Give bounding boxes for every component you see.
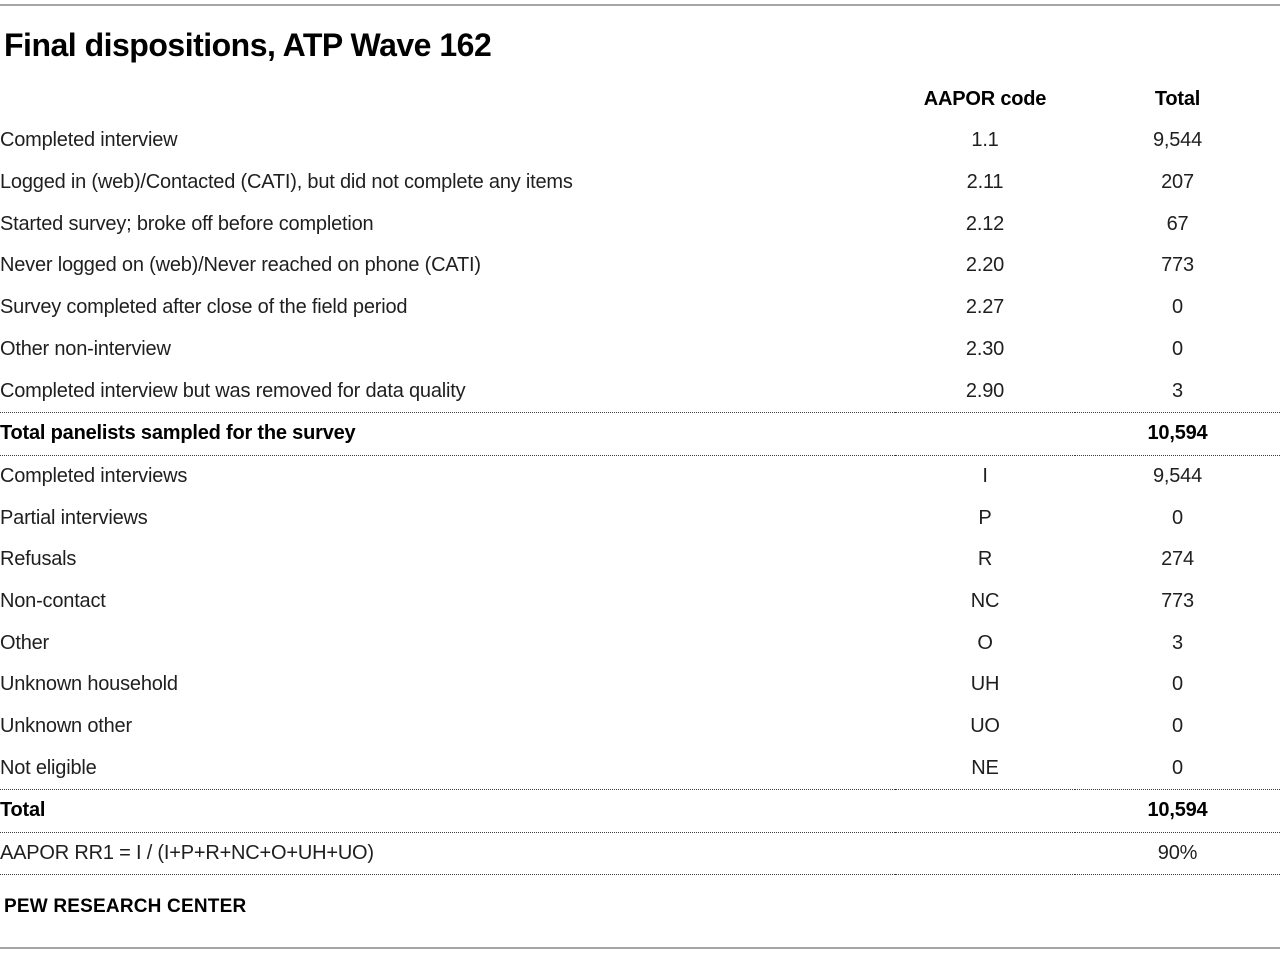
table-row: Other non-interview 2.30 0 <box>0 329 1280 371</box>
total-cell: 9,544 <box>1152 129 1203 152</box>
aapor-code-cell: 1.1 <box>971 129 999 152</box>
aapor-code-cell <box>895 411 1075 456</box>
row-label: Refusals <box>0 548 77 571</box>
total-cell: 10,594 <box>1075 411 1280 456</box>
row-label: Survey completed after close of the fiel… <box>0 296 408 319</box>
aapor-code-cell <box>895 832 1075 876</box>
total-cell: 0 <box>1172 337 1183 360</box>
header-spacer <box>0 78 895 120</box>
row-label: Unknown other <box>0 715 132 738</box>
aapor-code-cell: 2.20 <box>965 254 1005 277</box>
table-row: Not eligible NE 0 <box>0 747 1280 789</box>
aapor-code-cell: 2.90 <box>965 379 1005 402</box>
row-label: Partial interviews <box>0 506 148 529</box>
table-row: Completed interview 1.1 9,544 <box>0 120 1280 162</box>
total-cell: 773 <box>1161 254 1194 277</box>
table-row: Completed interview but was removed for … <box>0 370 1280 412</box>
total-cell: 773 <box>1161 589 1194 612</box>
table-row: Refusals R 274 <box>0 539 1280 581</box>
aapor-code-cell: R <box>977 548 993 571</box>
top-rule <box>0 4 1280 6</box>
row-label: Not eligible <box>0 756 97 779</box>
total-cell: 10,594 <box>1075 789 1280 833</box>
total-sampled-row: Total panelists sampled for the survey 1… <box>0 411 1280 456</box>
bottom-rule <box>0 947 1280 950</box>
page-title: Final dispositions, ATP Wave 162 <box>4 27 492 63</box>
row-label: Other non-interview <box>0 337 171 360</box>
dispositions-table: AAPOR code Total Completed interview 1.1… <box>0 78 1280 876</box>
aapor-code-cell: 2.30 <box>965 337 1005 360</box>
aapor-code-cell: 2.12 <box>965 212 1005 235</box>
total-cell: 67 <box>1166 212 1189 235</box>
total-cell: 90% <box>1075 832 1280 876</box>
aapor-code-cell: NC <box>970 589 1000 612</box>
aapor-code-cell: UO <box>970 715 1000 738</box>
row-label: Other <box>0 631 50 654</box>
total-cell: 0 <box>1172 715 1183 738</box>
total-cell: 0 <box>1172 296 1183 319</box>
total-cell: 0 <box>1172 756 1183 779</box>
total-cell: 3 <box>1172 631 1183 654</box>
grand-total-row: Total 10,594 <box>0 789 1280 833</box>
row-label: Total <box>0 789 895 833</box>
row-label: Completed interview but was removed for … <box>0 379 466 402</box>
report-figure: Final dispositions, ATP Wave 162 AAPOR c… <box>0 4 1280 954</box>
response-rate-row: AAPOR RR1 = I / (I+P+R+NC+O+UH+UO) 90% <box>0 832 1280 876</box>
source-line: PEW RESEARCH CENTER <box>4 896 247 918</box>
aapor-code-cell: I <box>982 464 988 487</box>
aapor-code-cell: NE <box>971 756 999 779</box>
table-row: Survey completed after close of the fiel… <box>0 287 1280 329</box>
total-cell: 3 <box>1172 379 1183 402</box>
row-label: AAPOR RR1 = I / (I+P+R+NC+O+UH+UO) <box>0 832 895 876</box>
aapor-code-cell <box>895 789 1075 833</box>
row-label: Completed interview <box>0 129 178 152</box>
header-aapor-code: AAPOR code <box>923 87 1047 110</box>
table-row: Never logged on (web)/Never reached on p… <box>0 245 1280 287</box>
table-row: Unknown household UH 0 <box>0 664 1280 706</box>
aapor-code-cell: 2.11 <box>966 171 1004 194</box>
table-row: Logged in (web)/Contacted (CATI), but di… <box>0 162 1280 204</box>
total-cell: 0 <box>1172 506 1183 529</box>
aapor-code-cell: P <box>978 506 992 529</box>
table-row: Other O 3 <box>0 622 1280 664</box>
total-cell: 9,544 <box>1152 464 1203 487</box>
table-row: Non-contact NC 773 <box>0 581 1280 623</box>
row-label: Unknown household <box>0 673 178 696</box>
table-row: Started survey; broke off before complet… <box>0 203 1280 245</box>
table-row: Completed interviews I 9,544 <box>0 455 1280 497</box>
row-label: Completed interviews <box>0 464 188 487</box>
total-cell: 274 <box>1161 548 1194 571</box>
row-label: Total panelists sampled for the survey <box>0 411 895 456</box>
row-label: Logged in (web)/Contacted (CATI), but di… <box>0 171 573 194</box>
aapor-code-cell: 2.27 <box>965 296 1005 319</box>
header-total: Total <box>1154 87 1201 110</box>
aapor-code-cell: UH <box>970 673 1000 696</box>
table-row: Partial interviews P 0 <box>0 497 1280 539</box>
row-label: Started survey; broke off before complet… <box>0 212 374 235</box>
table-row: Unknown other UO 0 <box>0 706 1280 748</box>
total-cell: 0 <box>1172 673 1183 696</box>
aapor-code-cell: O <box>977 631 993 654</box>
table-header-row: AAPOR code Total <box>0 78 1280 120</box>
row-label: Never logged on (web)/Never reached on p… <box>0 254 481 277</box>
total-cell: 207 <box>1161 171 1194 194</box>
row-label: Non-contact <box>0 589 106 612</box>
